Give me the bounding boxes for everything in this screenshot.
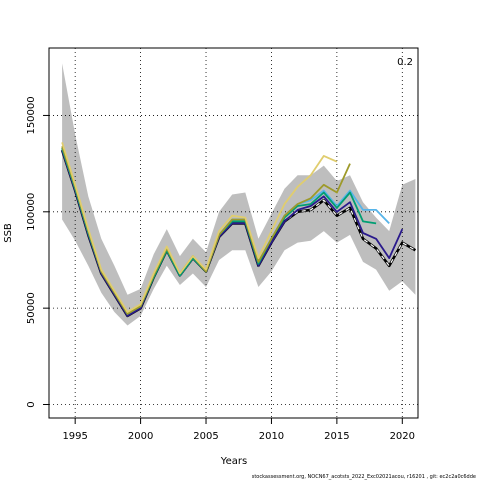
confidence-band [62,63,416,326]
x-tick-label: 1995 [62,431,87,442]
y-axis-label: SSB [3,223,14,243]
x-tick-label: 2015 [324,431,349,442]
x-axis: 1995 2000 2005 2010 2015 2020 [62,418,415,442]
x-axis-label: Years [220,456,247,467]
x-tick-label: 2010 [259,431,284,442]
y-tick-label: 150000 [26,96,37,134]
y-tick-label: 100000 [26,193,37,231]
series-line-5 [61,142,338,313]
series-line-1 [61,149,404,317]
x-tick-label: 2020 [390,431,415,442]
y-axis: 0 50000 100000 150000 [26,96,49,408]
y-tick-label: 50000 [26,292,37,324]
footer-note: stockassessment.org, NOCN67_acotsts_2022… [252,474,476,480]
series-line-4 [61,146,351,315]
series-layer [60,142,417,318]
corner-label: 0.2 [397,57,413,68]
x-tick-label: 2005 [193,431,218,442]
x-tick-label: 2000 [128,431,153,442]
plot-frame [48,47,419,419]
y-tick-label: 0 [26,401,37,407]
confidence-band-layer [62,63,416,326]
